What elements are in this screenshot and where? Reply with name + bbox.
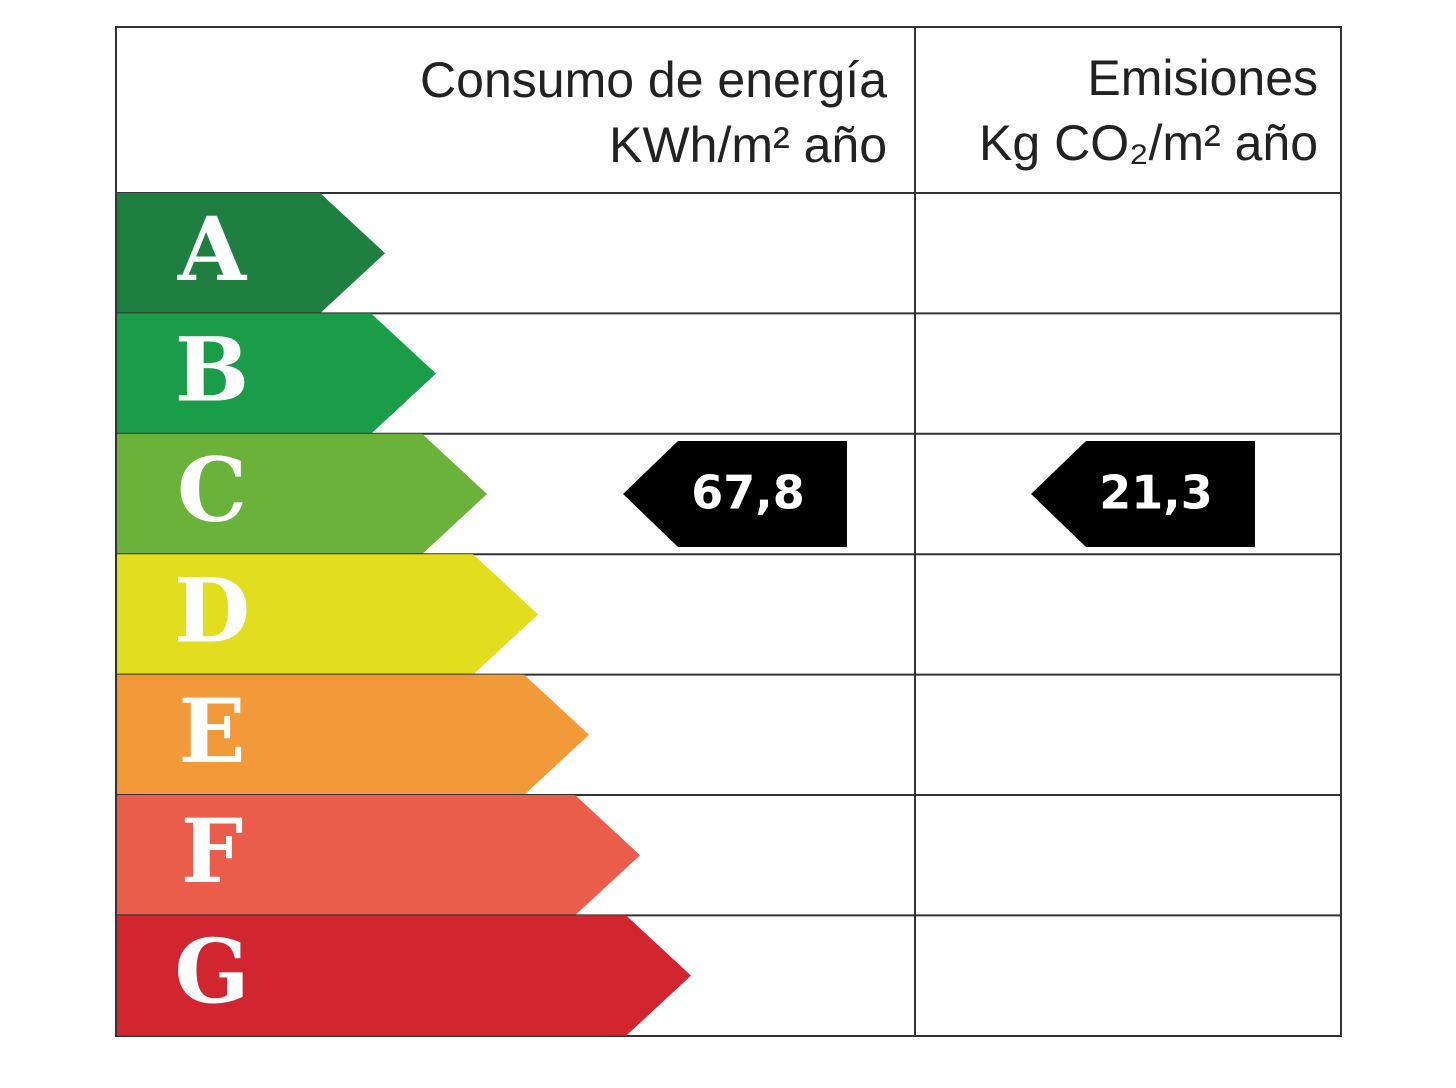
rating-arrow (117, 313, 436, 434)
rating-letter: B (175, 318, 249, 422)
energy-title: Consumo de energía (420, 52, 887, 108)
rating-letter: F (181, 799, 243, 903)
rating-arrow (117, 433, 487, 555)
energy-indicator (623, 441, 847, 547)
rating-letter: G (174, 920, 249, 1024)
rating-letter: A (177, 197, 248, 301)
emissions-unit: Kg CO₂/m² año (979, 115, 1318, 171)
rating-arrow (117, 915, 691, 1036)
rating-arrow (117, 674, 589, 795)
rating-letter: D (174, 558, 250, 662)
emissions-value: 21,3 (1099, 466, 1213, 520)
rating-arrow (117, 554, 538, 675)
table-border (115, 26, 1342, 1037)
energy-value: 67,8 (691, 466, 805, 520)
rating-arrow (117, 193, 385, 314)
emissions-indicator (1031, 441, 1255, 547)
energy-unit: KWh/m² año (609, 117, 887, 173)
rating-letter: E (178, 679, 245, 783)
rating-arrow (117, 795, 640, 916)
emissions-title: Emisiones (1087, 50, 1318, 106)
rating-letter: C (177, 438, 247, 542)
